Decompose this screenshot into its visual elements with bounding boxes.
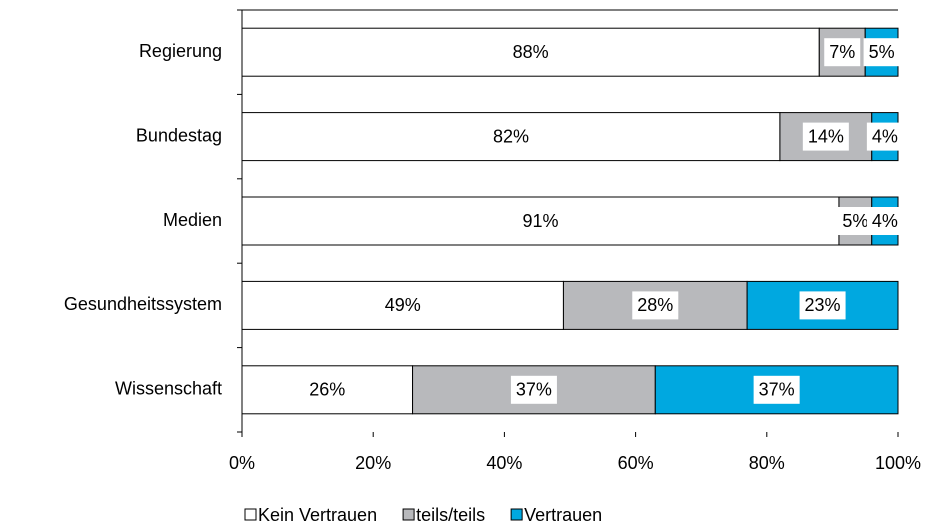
data-label: 23% xyxy=(805,295,841,315)
data-label-bg xyxy=(866,122,903,151)
y-tick-label: Regierung xyxy=(139,41,222,61)
data-label-bg xyxy=(753,375,800,404)
data-label: 28% xyxy=(637,295,673,315)
x-tick-label: 60% xyxy=(618,453,654,473)
y-tick-label: Wissenschaft xyxy=(115,379,222,399)
data-label: 37% xyxy=(516,380,552,400)
data-label: 14% xyxy=(808,126,844,146)
x-tick-label: 40% xyxy=(486,453,522,473)
data-label: 26% xyxy=(309,380,345,400)
y-tick-label: Bundestag xyxy=(136,125,222,145)
data-label: 4% xyxy=(872,211,898,231)
data-label-bg xyxy=(866,207,903,235)
bar-segment xyxy=(412,365,656,415)
data-label: 91% xyxy=(522,211,558,231)
data-label-bg xyxy=(802,122,849,151)
data-label: 88% xyxy=(513,42,549,62)
data-label: 7% xyxy=(829,42,855,62)
x-tick-label: 0% xyxy=(229,453,255,473)
data-label-bg xyxy=(379,291,426,320)
y-tick-label: Gesundheitssystem xyxy=(64,294,222,314)
legend-swatch xyxy=(510,508,523,521)
legend-label: Vertrauen xyxy=(524,505,602,525)
legend-swatch xyxy=(244,508,257,521)
legend-label: teils/teils xyxy=(416,505,485,525)
data-label-bg xyxy=(824,38,861,67)
data-label: 5% xyxy=(842,211,868,231)
data-label-bg xyxy=(304,375,351,404)
legend-label: Kein Vertrauen xyxy=(258,505,377,525)
data-label: 37% xyxy=(759,380,795,400)
legend-swatch xyxy=(402,508,415,521)
data-label: 82% xyxy=(493,126,529,146)
y-tick-label: Medien xyxy=(163,210,222,230)
data-label: 5% xyxy=(869,42,895,62)
x-tick-label: 80% xyxy=(749,453,785,473)
data-label-bg xyxy=(510,375,557,404)
data-label: 4% xyxy=(872,126,898,146)
x-tick-label: 100% xyxy=(875,453,921,473)
data-label-bg xyxy=(487,122,534,151)
x-tick-label: 20% xyxy=(355,453,391,473)
data-label-bg xyxy=(507,38,554,67)
data-label: 49% xyxy=(385,295,421,315)
data-label-bg xyxy=(517,207,564,235)
data-label-bg xyxy=(799,291,846,320)
data-label-bg xyxy=(863,38,900,67)
data-label-bg xyxy=(632,291,679,320)
